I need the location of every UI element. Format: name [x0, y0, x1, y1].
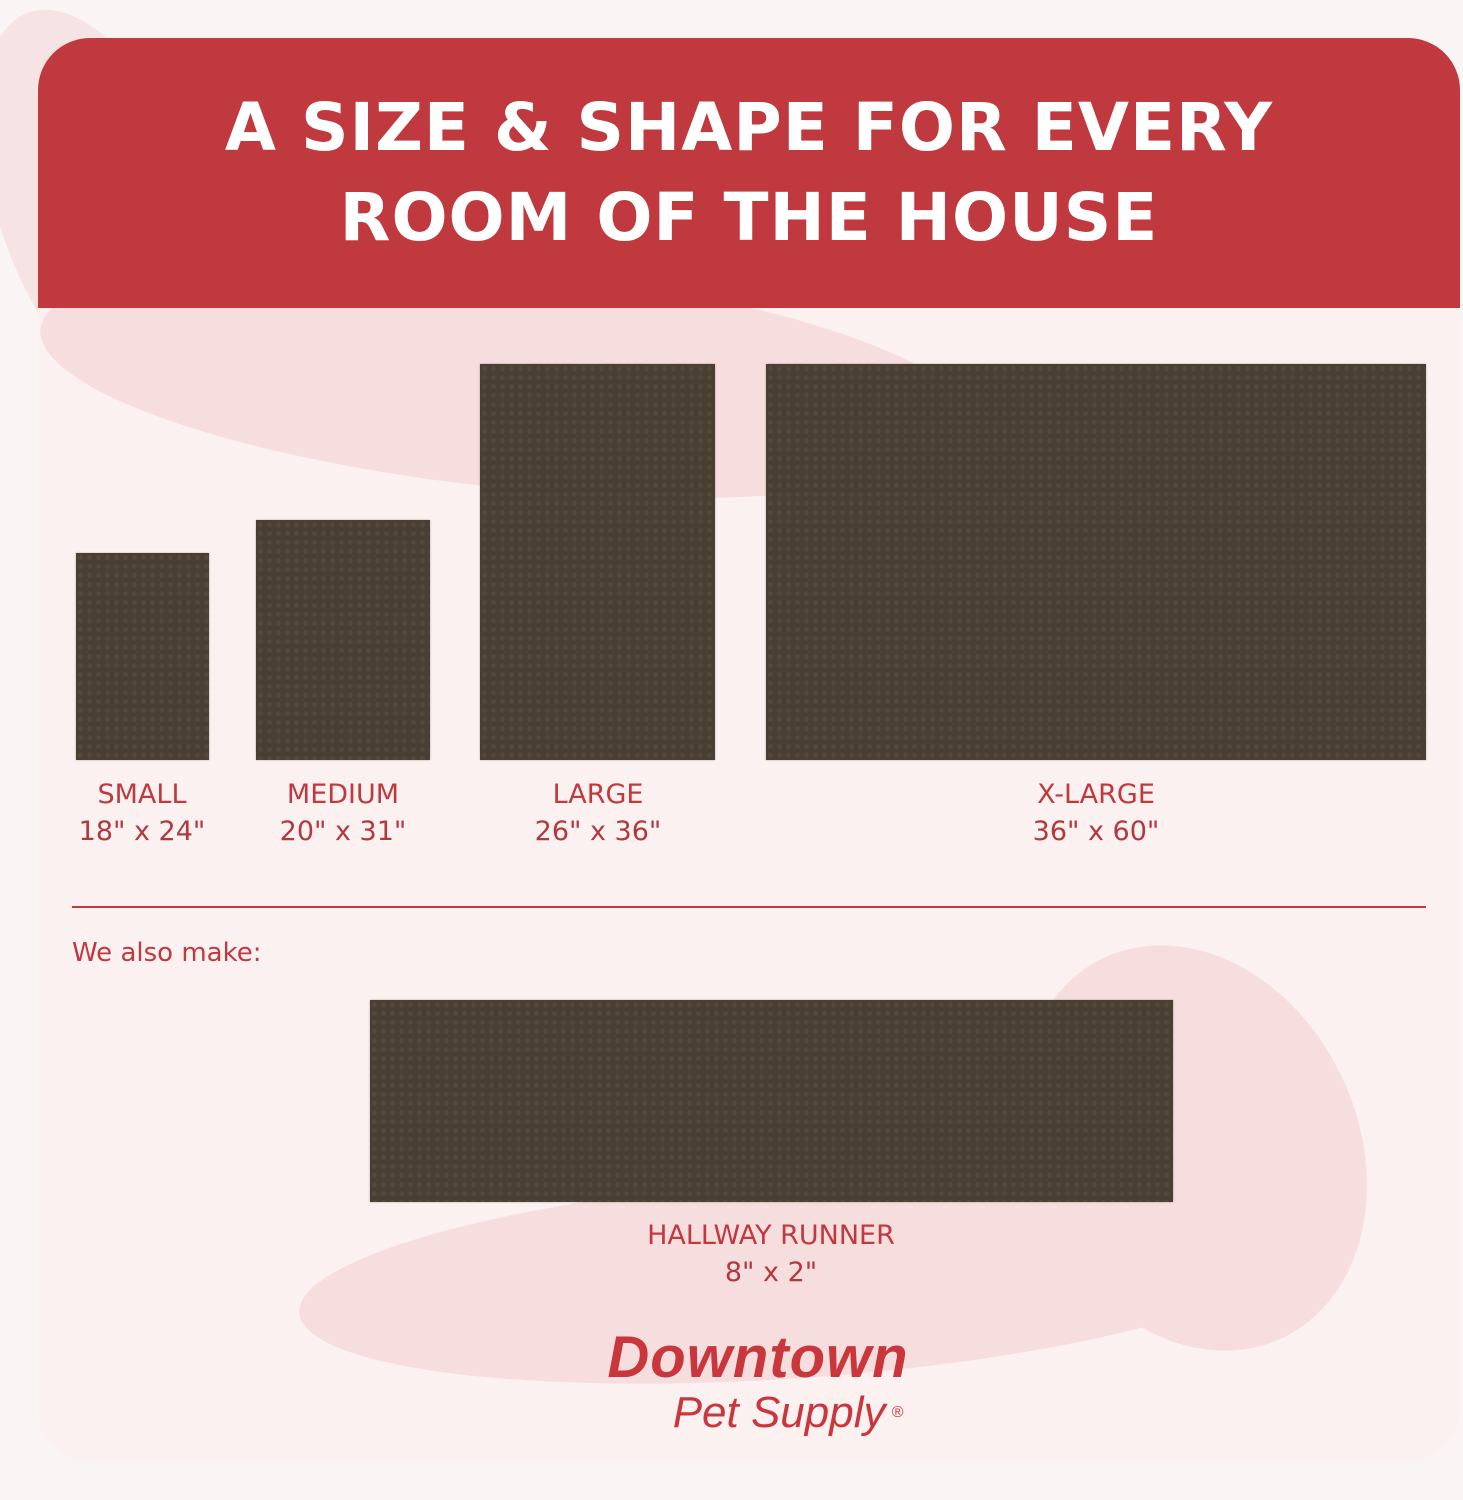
- size-label-medium: MEDIUM 20" x 31": [193, 776, 493, 850]
- divider: [72, 906, 1426, 908]
- mat-x-large: [766, 364, 1426, 760]
- size-label-x-large: X-LARGE 36" x 60": [946, 776, 1246, 850]
- size-dims: 18" x 24": [78, 816, 206, 847]
- mat-large: [480, 364, 715, 760]
- size-label-large: LARGE 26" x 36": [448, 776, 748, 850]
- size-name: MEDIUM: [286, 779, 400, 810]
- size-name: LARGE: [552, 779, 644, 810]
- header-banner: A SIZE & SHAPE FOR EVERY ROOM OF THE HOU…: [38, 38, 1460, 308]
- size-name: SMALL: [97, 779, 187, 810]
- also-make-label: We also make:: [72, 938, 262, 968]
- size-dims: 20" x 31": [279, 816, 407, 847]
- logo-line2: Pet Supply ®: [638, 1388, 938, 1438]
- size-name: HALLWAY RUNNER: [647, 1220, 895, 1251]
- size-label-small: SMALL 18" x 24": [38, 776, 292, 850]
- size-dims: 8" x 2": [724, 1257, 818, 1288]
- size-dims: 36" x 60": [1032, 816, 1160, 847]
- size-name: X-LARGE: [1037, 779, 1155, 810]
- mat-small: [76, 553, 209, 760]
- mat-medium: [256, 520, 430, 760]
- brand-logo: Downtown Pet Supply ®: [578, 1328, 938, 1438]
- mat-hallway-runner: [370, 1000, 1173, 1202]
- size-dims: 26" x 36": [534, 816, 662, 847]
- registered-mark: ®: [891, 1404, 904, 1421]
- logo-line1: Downtown: [607, 1325, 909, 1390]
- logo-text: Pet Supply: [672, 1388, 886, 1437]
- size-label-hallway-runner: HALLWAY RUNNER 8" x 2": [621, 1217, 921, 1291]
- page-title: A SIZE & SHAPE FOR EVERY ROOM OF THE HOU…: [224, 89, 1274, 256]
- infographic-card: A SIZE & SHAPE FOR EVERY ROOM OF THE HOU…: [38, 38, 1460, 1460]
